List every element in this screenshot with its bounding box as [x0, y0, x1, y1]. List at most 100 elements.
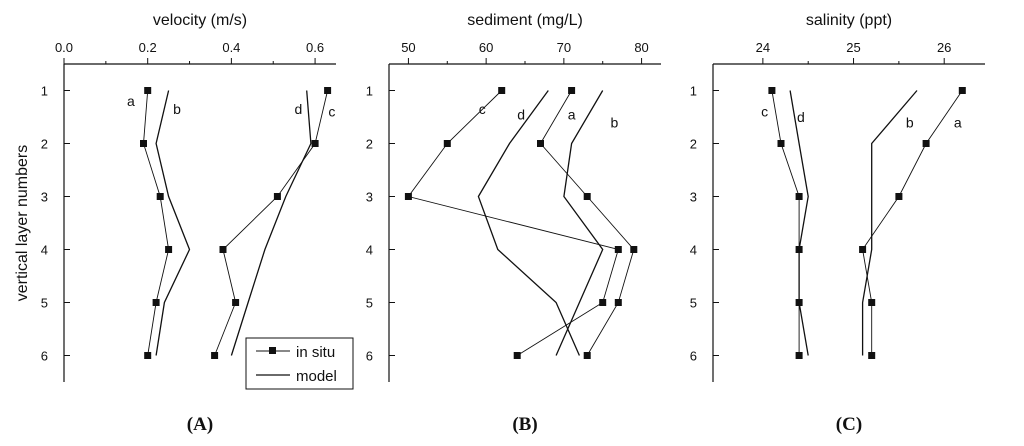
- y-tick-label: 5: [690, 296, 697, 311]
- panel-2: salinity (ppt) 24 25 26 1 2 3 4 5 6 a b c d (C): [690, 12, 985, 435]
- panel-label: (A): [187, 414, 213, 435]
- data-point-c: [443, 140, 451, 147]
- data-point-c: [211, 352, 219, 359]
- y-axis-label: vertical layer numbers: [14, 145, 31, 302]
- series-label-c: c: [479, 101, 486, 117]
- data-point-a: [156, 193, 164, 200]
- x-tick-label: 0.0: [55, 40, 73, 55]
- data-point-c: [777, 140, 785, 147]
- data-point-a: [859, 246, 867, 253]
- series-label-b: b: [610, 114, 618, 130]
- y-tick-label: 4: [366, 243, 373, 258]
- y-tick-label: 1: [366, 84, 373, 99]
- series-line-a: [539, 90, 635, 356]
- legend-in-situ-marker: [269, 347, 276, 354]
- data-point-c: [404, 193, 412, 200]
- y-tick-label: 2: [366, 137, 373, 152]
- data-point-c: [219, 246, 227, 253]
- data-point-a: [537, 140, 544, 147]
- data-point-c: [768, 87, 776, 94]
- data-point-c: [599, 299, 607, 306]
- data-point-c: [273, 193, 281, 200]
- data-point-a: [165, 246, 173, 253]
- series-label-a: a: [954, 114, 962, 130]
- data-point-c: [513, 352, 521, 359]
- y-tick-label: 2: [41, 137, 48, 152]
- x-tick-label: 26: [937, 40, 951, 55]
- y-tick-label: 1: [690, 84, 697, 99]
- panel-title: salinity (ppt): [806, 12, 892, 29]
- series-label-a: a: [568, 106, 576, 122]
- panel-label: (C): [836, 414, 862, 435]
- x-tick-label: 0.4: [222, 40, 240, 55]
- data-point-a: [568, 87, 576, 94]
- panel-0: velocity (m/s) 0.0 0.2 0.4 0.6 1 2 3 4 5 6 a b c d (A): [41, 12, 336, 435]
- series-line-a: [143, 90, 170, 356]
- y-tick-label: 3: [366, 190, 373, 205]
- data-point-a: [868, 352, 876, 359]
- y-tick-label: 6: [41, 349, 48, 364]
- series-line-b: [861, 90, 918, 356]
- series-line-c: [214, 90, 329, 356]
- panel-label: (B): [512, 414, 537, 435]
- y-tick-label: 5: [41, 296, 48, 311]
- y-tick-label: 4: [41, 243, 48, 258]
- data-point-a: [144, 87, 152, 94]
- legend-box: [245, 337, 354, 390]
- legend: in situ model: [245, 337, 354, 390]
- series-line-d: [789, 90, 809, 356]
- x-tick-label: 80: [634, 40, 648, 55]
- data-point-a: [630, 246, 638, 253]
- y-tick-label: 6: [690, 349, 697, 364]
- panels-group: velocity (m/s) 0.0 0.2 0.4 0.6 1 2 3 4 5 6 a b c d (A) s…: [41, 12, 985, 435]
- data-point-a: [614, 299, 622, 306]
- y-tick-label: 4: [690, 243, 697, 258]
- data-point-c: [324, 87, 332, 94]
- data-point-c: [795, 193, 803, 200]
- series-line-b: [155, 90, 191, 356]
- series-label-c: c: [761, 104, 768, 120]
- series-label-d: d: [294, 101, 302, 117]
- series-line-a: [862, 90, 963, 356]
- legend-in-situ-label: in situ: [296, 344, 335, 361]
- x-tick-label: 0.6: [306, 40, 324, 55]
- panel-title: velocity (m/s): [153, 12, 247, 29]
- x-tick-label: 70: [557, 40, 571, 55]
- x-tick-label: 60: [479, 40, 493, 55]
- data-point-a: [958, 87, 966, 94]
- y-tick-label: 6: [366, 349, 373, 364]
- series-line-b: [555, 90, 604, 356]
- series-label-a: a: [127, 93, 135, 109]
- x-tick-label: 50: [401, 40, 415, 55]
- data-point-a: [922, 140, 930, 147]
- series-label-b: b: [173, 101, 181, 117]
- data-point-c: [232, 299, 240, 306]
- data-point-a: [152, 299, 160, 306]
- y-tick-label: 3: [41, 190, 48, 205]
- data-point-a: [140, 140, 147, 147]
- data-point-c: [311, 140, 319, 147]
- series-line-c: [771, 90, 800, 356]
- panel-1: sediment (mg/L) 50 60 70 80 1 2 3 4 5 6 a b c d (B): [366, 12, 661, 435]
- panel-title: sediment (mg/L): [467, 12, 583, 29]
- x-tick-label: 25: [846, 40, 860, 55]
- y-tick-label: 2: [690, 137, 697, 152]
- data-point-a: [583, 352, 591, 359]
- series-label-c: c: [328, 104, 335, 120]
- series-label-b: b: [906, 114, 914, 130]
- series-line-c: [407, 90, 619, 356]
- data-point-a: [895, 193, 903, 200]
- data-point-a: [868, 299, 876, 306]
- data-point-c: [614, 246, 622, 253]
- y-tick-label: 3: [690, 190, 697, 205]
- series-line-d: [477, 90, 580, 356]
- x-tick-label: 24: [756, 40, 770, 55]
- series-label-d: d: [797, 109, 805, 125]
- y-tick-label: 1: [41, 84, 48, 99]
- data-point-c: [795, 352, 803, 359]
- legend-model-label: model: [296, 368, 337, 385]
- x-tick-label: 0.2: [139, 40, 157, 55]
- series-label-d: d: [517, 106, 525, 122]
- y-tick-label: 5: [366, 296, 373, 311]
